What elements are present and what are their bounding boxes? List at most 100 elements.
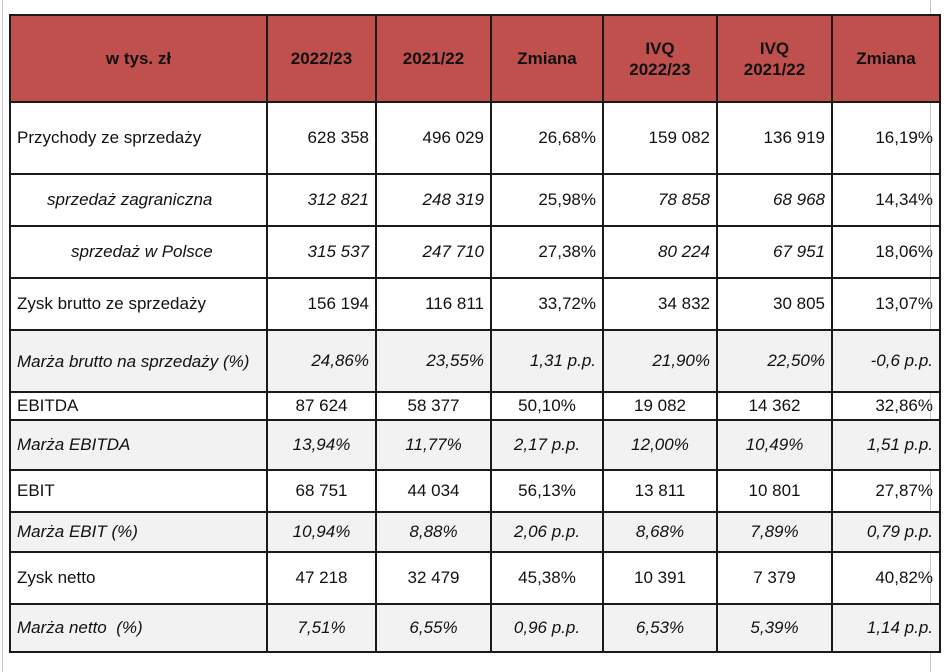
financial-results-table: w tys. zł 2022/23 2021/22 Zmiana IVQ 202… xyxy=(9,14,941,653)
cell-value: 315 537 xyxy=(266,225,377,279)
cell-value: 68 968 xyxy=(716,173,833,227)
row-label: sprzedaż zagraniczna xyxy=(9,173,268,227)
cell-value: 78 858 xyxy=(602,173,718,227)
row-label: Marża EBIT (%) xyxy=(9,511,268,553)
cell-value: 6,53% xyxy=(602,603,718,653)
row-label: Marża EBITDA xyxy=(9,419,268,471)
cell-value: 13,07% xyxy=(831,277,941,331)
row-label: sprzedaż w Polsce xyxy=(9,225,268,279)
table-row-ebit-margin: Marża EBIT (%) 10,94% 8,88% 2,06 p.p. 8,… xyxy=(9,511,941,553)
cell-value: 10,94% xyxy=(266,511,377,553)
cell-value: 0,79 p.p. xyxy=(831,511,941,553)
header-unit-label: w tys. zł xyxy=(9,14,268,103)
cell-value: 8,88% xyxy=(375,511,492,553)
cell-value: 1,14 p.p. xyxy=(831,603,941,653)
cell-value: 2,06 p.p. xyxy=(490,511,604,553)
cell-value: 56,13% xyxy=(490,469,604,513)
cell-value: 30 805 xyxy=(716,277,833,331)
cell-value: 11,77% xyxy=(375,419,492,471)
cell-value: 87 624 xyxy=(266,391,377,421)
row-label: Przychody ze sprzedaży xyxy=(9,101,268,175)
cell-value: 58 377 xyxy=(375,391,492,421)
table-row-gross-margin: Marża brutto na sprzedaży (%) 24,86% 23,… xyxy=(9,329,941,393)
header-col-q4-2021-22: IVQ 2021/22 xyxy=(716,14,833,103)
header-row: w tys. zł 2022/23 2021/22 Zmiana IVQ 202… xyxy=(9,14,941,103)
cell-value: 13 811 xyxy=(602,469,718,513)
cell-value: 24,86% xyxy=(266,329,377,393)
table-row-ebit: EBIT 68 751 44 034 56,13% 13 811 10 801 … xyxy=(9,469,941,513)
cell-value: 16,19% xyxy=(831,101,941,175)
cell-value: 312 821 xyxy=(266,173,377,227)
cell-value: 6,55% xyxy=(375,603,492,653)
table-row-gross-profit: Zysk brutto ze sprzedaży 156 194 116 811… xyxy=(9,277,941,331)
cell-value: 21,90% xyxy=(602,329,718,393)
cell-value: 10 801 xyxy=(716,469,833,513)
row-label: EBIT xyxy=(9,469,268,513)
cell-value: 14 362 xyxy=(716,391,833,421)
header-col-change: Zmiana xyxy=(490,14,604,103)
cell-value: 32,86% xyxy=(831,391,941,421)
cell-value: 159 082 xyxy=(602,101,718,175)
cell-value: 22,50% xyxy=(716,329,833,393)
cell-value: 13,94% xyxy=(266,419,377,471)
page-margin-line-left xyxy=(2,0,3,672)
cell-value: 1,51 p.p. xyxy=(831,419,941,471)
cell-value: 80 224 xyxy=(602,225,718,279)
header-q4-2021-22-line2: 2021/22 xyxy=(743,59,806,79)
cell-value: 68 751 xyxy=(266,469,377,513)
cell-value: 496 029 xyxy=(375,101,492,175)
cell-value: 7,51% xyxy=(266,603,377,653)
row-label: Marża brutto na sprzedaży (%) xyxy=(9,329,268,393)
cell-value: 40,82% xyxy=(831,551,941,605)
header-col-2021-22: 2021/22 xyxy=(375,14,492,103)
cell-value: 32 479 xyxy=(375,551,492,605)
row-label: Marża netto (%) xyxy=(9,603,268,653)
cell-value: 136 919 xyxy=(716,101,833,175)
cell-value: 50,10% xyxy=(490,391,604,421)
cell-value: 1,31 p.p. xyxy=(490,329,604,393)
cell-value: 44 034 xyxy=(375,469,492,513)
header-col-q4-2022-23: IVQ 2022/23 xyxy=(602,14,718,103)
table-row-domestic-sales: sprzedaż w Polsce 315 537 247 710 27,38%… xyxy=(9,225,941,279)
cell-value: -0,6 p.p. xyxy=(831,329,941,393)
cell-value: 45,38% xyxy=(490,551,604,605)
cell-value: 33,72% xyxy=(490,277,604,331)
cell-value: 10 391 xyxy=(602,551,718,605)
cell-value: 34 832 xyxy=(602,277,718,331)
cell-value: 27,38% xyxy=(490,225,604,279)
table-row-ebitda-margin: Marża EBITDA 13,94% 11,77% 2,17 p.p. 12,… xyxy=(9,419,941,471)
header-col-2022-23: 2022/23 xyxy=(266,14,377,103)
table-row-revenue: Przychody ze sprzedaży 628 358 496 029 2… xyxy=(9,101,941,175)
cell-value: 247 710 xyxy=(375,225,492,279)
cell-value: 26,68% xyxy=(490,101,604,175)
table-row-foreign-sales: sprzedaż zagraniczna 312 821 248 319 25,… xyxy=(9,173,941,227)
cell-value: 5,39% xyxy=(716,603,833,653)
cell-value: 12,00% xyxy=(602,419,718,471)
cell-value: 67 951 xyxy=(716,225,833,279)
cell-value: 116 811 xyxy=(375,277,492,331)
cell-value: 18,06% xyxy=(831,225,941,279)
cell-value: 47 218 xyxy=(266,551,377,605)
cell-value: 7,89% xyxy=(716,511,833,553)
table-row-net-profit: Zysk netto 47 218 32 479 45,38% 10 391 7… xyxy=(9,551,941,605)
cell-value: 628 358 xyxy=(266,101,377,175)
cell-value: 14,34% xyxy=(831,173,941,227)
table-row-ebitda: EBITDA 87 624 58 377 50,10% 19 082 14 36… xyxy=(9,391,941,421)
cell-value: 156 194 xyxy=(266,277,377,331)
table-row-net-margin: Marża netto (%) 7,51% 6,55% 0,96 p.p. 6,… xyxy=(9,603,941,653)
header-q4-2021-22-line1: IVQ xyxy=(759,38,790,58)
cell-value: 27,87% xyxy=(831,469,941,513)
header-q4-2022-23-line2: 2022/23 xyxy=(629,59,691,79)
row-label: Zysk netto xyxy=(9,551,268,605)
row-label: Zysk brutto ze sprzedaży xyxy=(9,277,268,331)
cell-value: 2,17 p.p. xyxy=(490,419,604,471)
cell-value: 8,68% xyxy=(602,511,718,553)
header-col-q4-change: Zmiana xyxy=(831,14,941,103)
cell-value: 0,96 p.p. xyxy=(490,603,604,653)
cell-value: 10,49% xyxy=(716,419,833,471)
cell-value: 19 082 xyxy=(602,391,718,421)
cell-value: 248 319 xyxy=(375,173,492,227)
cell-value: 7 379 xyxy=(716,551,833,605)
cell-value: 25,98% xyxy=(490,173,604,227)
cell-value: 23,55% xyxy=(375,329,492,393)
